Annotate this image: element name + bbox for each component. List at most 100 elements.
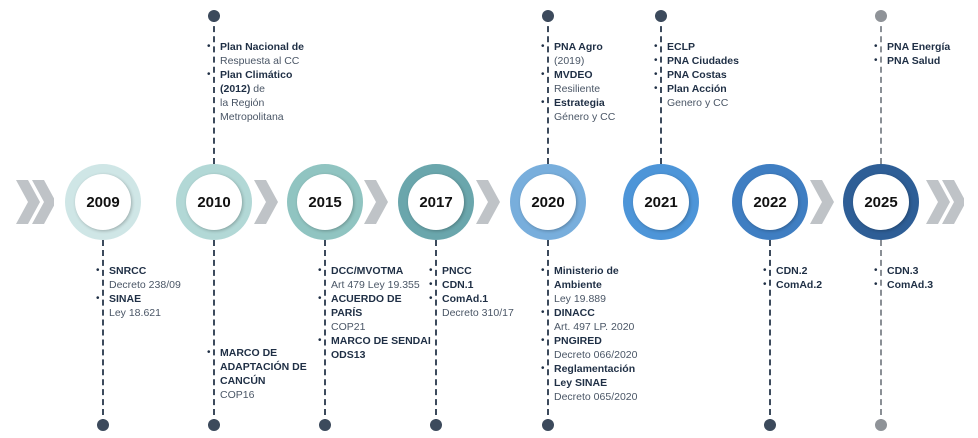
note-label: ACUERDO DE PARÍS xyxy=(331,293,402,319)
chevron-arrow-icon xyxy=(926,180,964,224)
note-label: PNGIRED xyxy=(554,335,602,347)
milestone-notes-below: SNRCC Decreto 238/09 SINAE Ley 18.621 xyxy=(93,264,211,320)
timeline-dot-bottom xyxy=(97,419,109,431)
note-label: Estrategia xyxy=(554,97,605,109)
note-item: MARCO DE ADAPTACIÓN DE CANCÚN COP16 xyxy=(204,346,322,402)
connector-line-bottom xyxy=(213,240,215,425)
note-label: MARCO DE ADAPTACIÓN DE CANCÚN xyxy=(220,347,307,387)
note-label: PNA Ciudades xyxy=(667,55,739,67)
note-label: ComAd.1 xyxy=(442,293,489,305)
note-item: Ministerio de Ambiente Ley 19.889 xyxy=(538,264,648,306)
note-item: Plan Climático (2012) de la Región Metrop… xyxy=(204,68,322,124)
note-label: CDN.1 xyxy=(442,279,474,291)
note-detail: Ley 18.621 xyxy=(109,307,161,319)
milestone-notes-above: ECLP PNA Ciudades PNA Costas Plan Acción Gen… xyxy=(651,40,769,110)
note-label: Plan Acción xyxy=(667,83,727,95)
note-item: SNRCC Decreto 238/09 xyxy=(93,264,211,292)
milestone-notes-below: MARCO DE ADAPTACIÓN DE CANCÚN COP16 xyxy=(204,346,322,402)
note-item: CDN.3 xyxy=(871,264,978,278)
year-label: 2021 xyxy=(644,193,678,211)
chevron-arrow-icon xyxy=(810,180,834,224)
milestone-notes-below: Ministerio de Ambiente Ley 19.889 DINACC Ar… xyxy=(538,264,648,404)
note-detail: (2019) xyxy=(554,55,585,67)
year-badge: 2020 xyxy=(520,174,576,230)
note-label: SNRCC xyxy=(109,265,147,277)
year-label: 2015 xyxy=(308,193,342,211)
chevron-arrow-icon xyxy=(16,180,54,224)
note-detail: COP16 xyxy=(220,389,255,401)
note-item: Plan Acción Genero y CC xyxy=(651,82,769,110)
connector-line-bottom xyxy=(102,240,104,425)
note-label: PNA Salud xyxy=(887,55,941,67)
year-badge: 2017 xyxy=(408,174,464,230)
connector-line-bottom xyxy=(880,240,882,425)
note-detail: Genero y CC xyxy=(667,97,729,109)
chevron-shape xyxy=(16,180,40,224)
note-item: MVDEO Resiliente xyxy=(538,68,648,96)
year-badge: 2015 xyxy=(297,174,353,230)
chevron-arrow-icon xyxy=(364,180,388,224)
year-label: 2020 xyxy=(531,193,565,211)
note-detail: COP21 xyxy=(331,321,366,333)
note-label: DCC/MVOTMA xyxy=(331,265,404,277)
chevron-arrow-icon xyxy=(476,180,500,224)
note-detail: Decreto 238/09 xyxy=(109,279,181,291)
year-badge: 2022 xyxy=(742,174,798,230)
note-label: Plan Climático (2012) xyxy=(220,69,293,95)
note-item: PNA Agro (2019) xyxy=(538,40,648,68)
year-badge: 2010 xyxy=(186,174,242,230)
chevron-shape xyxy=(254,180,278,224)
note-item: PNA Energía xyxy=(871,40,978,54)
note-detail: Decreto 066/2020 xyxy=(554,349,638,361)
note-detail: Art. 497 LP. 2020 xyxy=(554,321,635,333)
timeline-dot-bottom xyxy=(542,419,554,431)
chevron-shape xyxy=(810,180,834,224)
note-item: DINACC Art. 497 LP. 2020 xyxy=(538,306,648,334)
timeline-dot-bottom xyxy=(875,419,887,431)
note-item: Estrategia Género y CC xyxy=(538,96,648,124)
note-detail: Ley 19.889 xyxy=(554,293,606,305)
note-label: PNA Costas xyxy=(667,69,727,81)
note-item: ComAd.2 xyxy=(760,278,878,292)
year-badge: 2025 xyxy=(853,174,909,230)
note-item: PNA Ciudades xyxy=(651,54,769,68)
note-detail: Resiliente xyxy=(554,83,601,95)
year-badge: 2009 xyxy=(75,174,131,230)
note-detail: Decreto 065/2020 xyxy=(554,391,638,403)
year-label: 2009 xyxy=(86,193,120,211)
connector-line-bottom xyxy=(435,240,437,425)
milestone-notes-below: PNCC CDN.1 ComAd.1 Decreto 310/17 xyxy=(426,264,544,320)
connector-line-top xyxy=(880,16,882,164)
note-item: SINAE Ley 18.621 xyxy=(93,292,211,320)
year-label: 2025 xyxy=(864,193,898,211)
timeline-dot-top xyxy=(875,10,887,22)
timeline-dot-top xyxy=(655,10,667,22)
note-item: ECLP xyxy=(651,40,769,54)
milestone-notes-below: CDN.3 ComAd.3 xyxy=(871,264,978,292)
note-item: Plan Nacional de Respuesta al CC xyxy=(204,40,322,68)
note-label: SINAE xyxy=(109,293,142,305)
note-label: MARCO DE SENDAI ODS13 xyxy=(331,335,431,361)
milestone-notes-below: CDN.2 ComAd.2 xyxy=(760,264,878,292)
milestone-notes-below: DCC/MVOTMA Art 479 Ley 19.355 ACUERDO DE P… xyxy=(315,264,433,362)
chevron-shape xyxy=(942,180,964,224)
note-label: ComAd.3 xyxy=(887,279,934,291)
chevron-shape xyxy=(364,180,388,224)
year-label: 2022 xyxy=(753,193,787,211)
timeline-dot-bottom xyxy=(319,419,331,431)
milestone-notes-above: PNA Energía PNA Salud xyxy=(871,40,978,68)
connector-line-bottom xyxy=(769,240,771,425)
note-detail: Género y CC xyxy=(554,111,616,123)
note-detail: la Región Metropolitana xyxy=(220,97,284,123)
note-item: CDN.2 xyxy=(760,264,878,278)
timeline-dot-bottom xyxy=(430,419,442,431)
timeline-dot-bottom xyxy=(764,419,776,431)
note-detail: Art 479 Ley 19.355 xyxy=(331,279,420,291)
note-item: PNGIRED Decreto 066/2020 xyxy=(538,334,648,362)
year-label: 2017 xyxy=(419,193,453,211)
note-label: PNA Energía xyxy=(887,41,951,53)
note-item: ComAd.1 Decreto 310/17 xyxy=(426,292,544,320)
note-item: CDN.1 xyxy=(426,278,544,292)
